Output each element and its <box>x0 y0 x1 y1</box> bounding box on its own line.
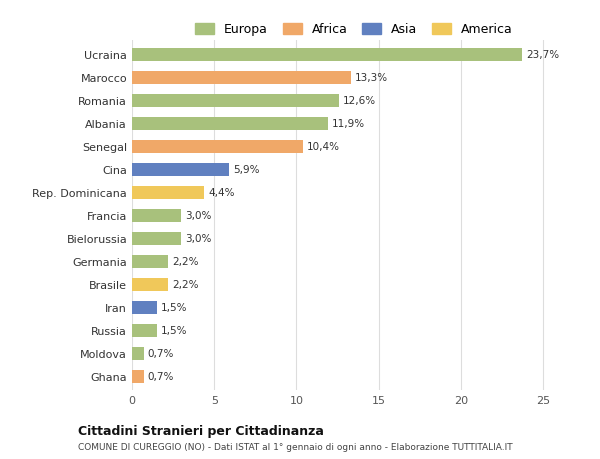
Text: Cittadini Stranieri per Cittadinanza: Cittadini Stranieri per Cittadinanza <box>78 424 324 437</box>
Text: 10,4%: 10,4% <box>307 142 340 152</box>
Text: 2,2%: 2,2% <box>172 257 199 267</box>
Text: 23,7%: 23,7% <box>526 50 559 60</box>
Text: 1,5%: 1,5% <box>161 302 187 313</box>
Bar <box>132 163 229 176</box>
Text: 2,2%: 2,2% <box>172 280 199 290</box>
Text: 3,0%: 3,0% <box>185 234 212 244</box>
Bar <box>132 347 143 360</box>
Legend: Europa, Africa, Asia, America: Europa, Africa, Asia, America <box>191 20 517 40</box>
Bar <box>132 209 181 222</box>
Bar <box>132 95 339 107</box>
Bar <box>132 278 168 291</box>
Text: 1,5%: 1,5% <box>161 325 187 336</box>
Bar <box>132 232 181 245</box>
Bar <box>132 72 351 84</box>
Text: 12,6%: 12,6% <box>343 96 376 106</box>
Bar <box>132 140 303 153</box>
Text: 0,7%: 0,7% <box>148 348 174 358</box>
Text: 4,4%: 4,4% <box>208 188 235 198</box>
Bar <box>132 324 157 337</box>
Bar <box>132 186 205 199</box>
Text: 5,9%: 5,9% <box>233 165 260 175</box>
Bar <box>132 370 143 383</box>
Text: 11,9%: 11,9% <box>332 119 365 129</box>
Text: COMUNE DI CUREGGIO (NO) - Dati ISTAT al 1° gennaio di ogni anno - Elaborazione T: COMUNE DI CUREGGIO (NO) - Dati ISTAT al … <box>78 442 512 451</box>
Bar <box>132 118 328 130</box>
Bar <box>132 255 168 268</box>
Text: 13,3%: 13,3% <box>355 73 388 83</box>
Bar <box>132 301 157 314</box>
Text: 0,7%: 0,7% <box>148 371 174 381</box>
Text: 3,0%: 3,0% <box>185 211 212 221</box>
Bar <box>132 49 522 62</box>
